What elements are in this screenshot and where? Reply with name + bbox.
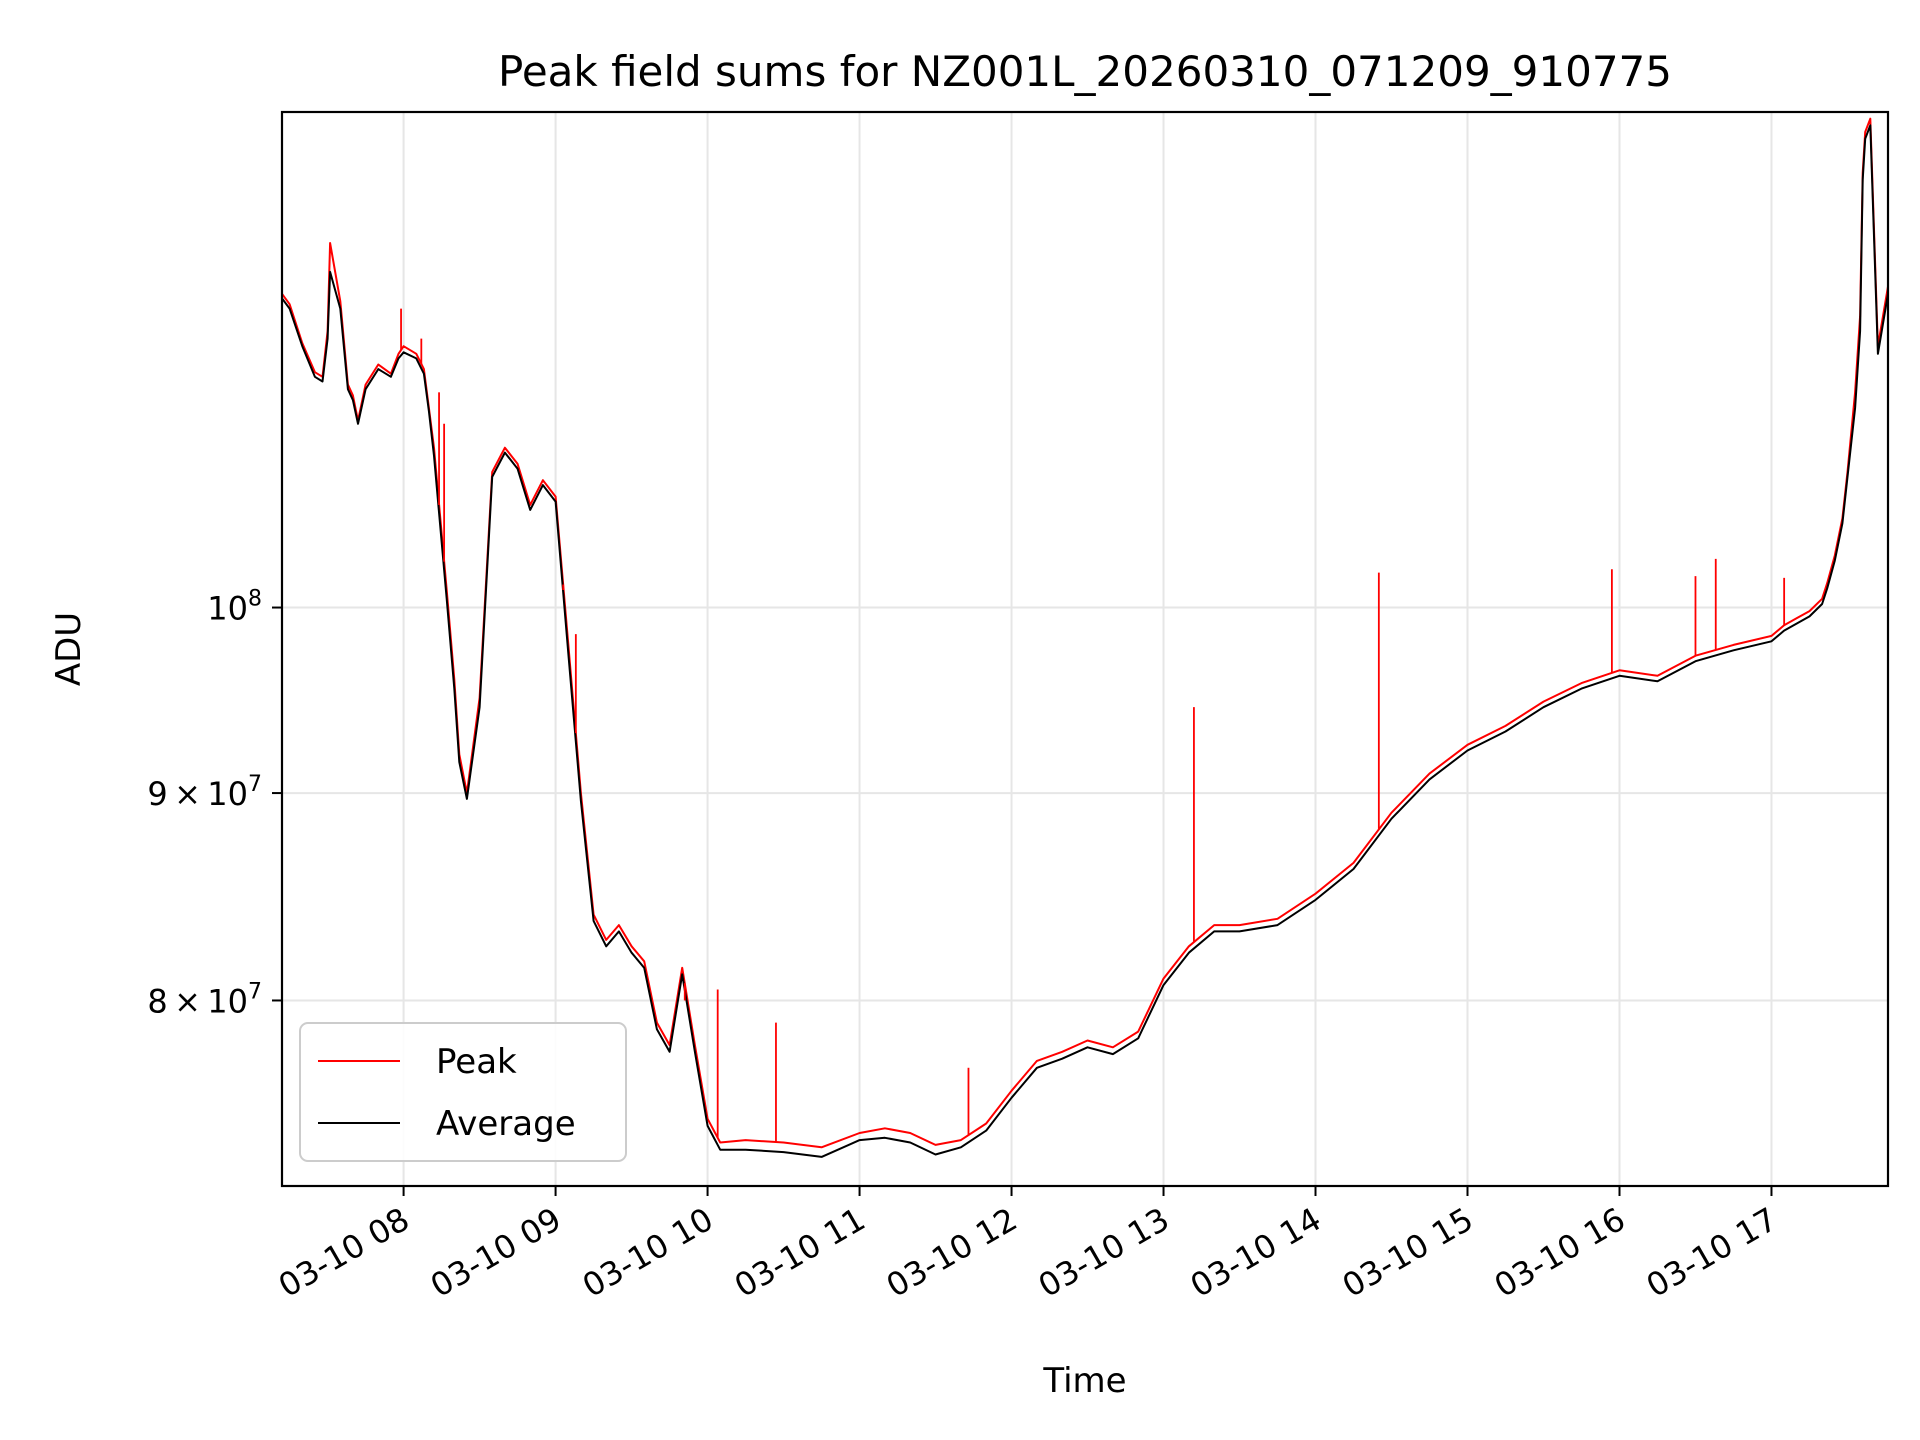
x-axis-label: Time xyxy=(1042,1361,1126,1401)
y-axis-label: ADU xyxy=(49,612,89,686)
legend-box xyxy=(299,1022,627,1162)
series-line-peak xyxy=(282,117,1888,1149)
plot-frame xyxy=(280,110,1890,1188)
plot-series xyxy=(282,117,1888,1158)
y-axis-ticks: 8 × 107 9 × 107 108 xyxy=(147,587,282,1020)
legend: Peak Average xyxy=(299,1022,627,1162)
y-tick-label: 108 xyxy=(207,587,262,628)
legend-label-peak: Peak xyxy=(436,1042,517,1082)
y-tick-label: 9 × 107 xyxy=(147,772,262,813)
series-line-average xyxy=(282,124,1888,1158)
gridlines xyxy=(282,112,1888,1186)
chart-title: Peak field sums for NZ001L_20260310_0712… xyxy=(498,47,1672,96)
legend-label-average: Average xyxy=(436,1104,576,1144)
y-tick-label: 8 × 107 xyxy=(147,979,262,1020)
